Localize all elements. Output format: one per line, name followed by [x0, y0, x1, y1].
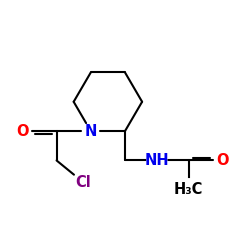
Text: O: O — [16, 124, 28, 138]
Text: N: N — [84, 124, 97, 138]
Circle shape — [147, 151, 167, 170]
Circle shape — [178, 179, 200, 201]
Circle shape — [84, 124, 98, 138]
Text: Cl: Cl — [76, 175, 91, 190]
Text: H₃C: H₃C — [174, 182, 203, 197]
Text: O: O — [216, 153, 229, 168]
Circle shape — [73, 172, 94, 193]
Text: NH: NH — [144, 153, 169, 168]
Circle shape — [15, 124, 30, 138]
Circle shape — [216, 153, 230, 168]
